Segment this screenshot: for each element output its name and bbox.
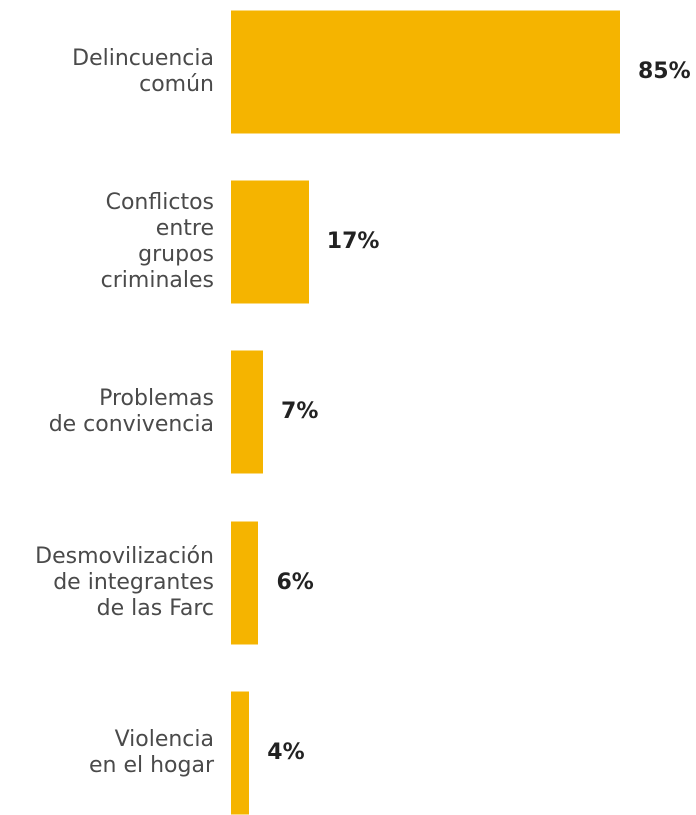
category-label: Delincuencia común bbox=[72, 46, 214, 97]
value-label: 6% bbox=[276, 570, 314, 595]
bar bbox=[231, 521, 259, 645]
category-label: Violencia en el hogar bbox=[88, 727, 214, 778]
category-label: Conflictos entre grupos criminales bbox=[100, 190, 214, 293]
bar bbox=[231, 180, 309, 304]
value-label: 4% bbox=[267, 740, 305, 765]
bar bbox=[231, 10, 620, 134]
value-label: 85% bbox=[638, 59, 691, 84]
value-label: 17% bbox=[326, 229, 380, 254]
bar bbox=[231, 350, 264, 474]
category-label: Problemas de convivencia bbox=[48, 386, 214, 437]
category-label: Desmovilización de integrantes de las Fa… bbox=[35, 544, 214, 621]
value-label: 7% bbox=[281, 399, 319, 424]
bar bbox=[231, 691, 250, 815]
